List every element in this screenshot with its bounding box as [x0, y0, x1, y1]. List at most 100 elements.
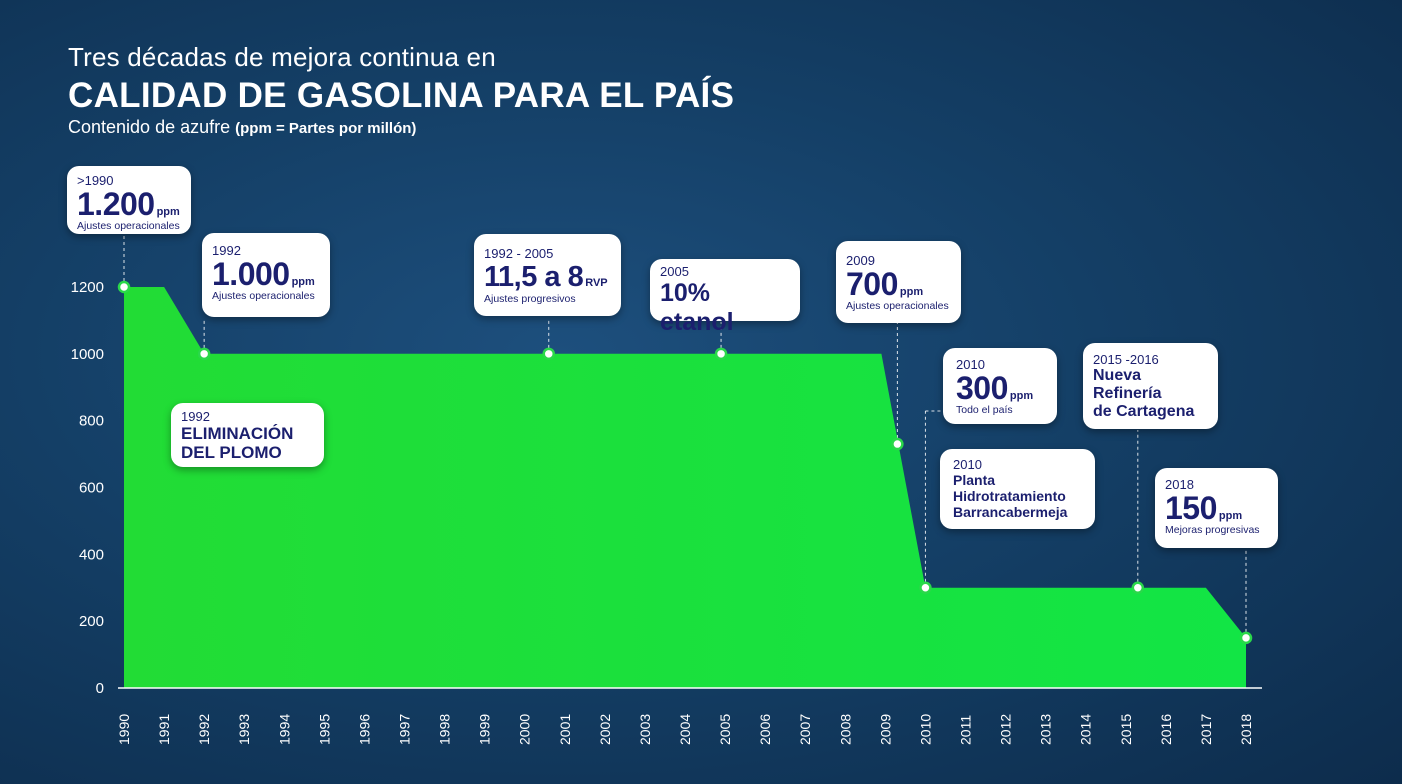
data-markers — [117, 280, 1253, 645]
annotation-note: Ajustes operacionales — [846, 300, 949, 312]
annotation-year: 2010 — [956, 357, 985, 372]
annotation-value: 150 — [1165, 490, 1217, 526]
annotation-line-2: Hidrotratamiento — [953, 488, 1066, 504]
annotation-year: 1992 - 2005 — [484, 246, 554, 261]
x-axis-ticks: 1990 1991 1992 1993 1994 1995 1996 1997 1998 1999… — [116, 714, 1254, 745]
x-tick-label: 1995 — [316, 714, 332, 745]
y-tick-label: 1200 — [71, 279, 104, 296]
x-tick-label: 2011 — [958, 715, 974, 745]
x-tick-label: 2017 — [1198, 714, 1214, 745]
annotation-year: 1992 — [181, 409, 210, 424]
x-tick-label: 1990 — [116, 714, 132, 745]
annotation-unit: ppm — [1009, 390, 1034, 402]
data-marker — [542, 347, 556, 361]
annotation-value: 1.000 — [212, 256, 290, 292]
annotation-etanol: 2005 10% etanol — [650, 259, 800, 336]
x-tick-label: 2001 — [557, 714, 573, 745]
x-tick-label: 2010 — [917, 714, 933, 745]
annotation-planta: 2010 Planta Hidrotratamiento Barrancaber… — [940, 449, 1095, 529]
annotation-unit: ppm — [899, 286, 924, 298]
annotation-note: Ajustes progresivos — [484, 293, 576, 305]
x-tick-label: 2004 — [677, 714, 693, 745]
chart-subtitle: Contenido de azufre (ppm = Partes por mi… — [68, 117, 416, 138]
y-tick-label: 400 — [79, 546, 104, 563]
annotation-year: 2015 -2016 — [1093, 352, 1159, 367]
y-tick-label: 1000 — [71, 346, 104, 363]
annotation-line-3: Barrancabermeja — [953, 504, 1068, 520]
y-tick-label: 600 — [79, 480, 104, 497]
annotation-unit: ppm — [291, 276, 315, 288]
annotation-year: 2018 — [1165, 477, 1194, 492]
y-tick-label: 200 — [79, 613, 104, 630]
data-marker — [1131, 581, 1145, 594]
x-tick-label: 2012 — [998, 714, 1014, 745]
annotation-value: 10% etanol — [660, 279, 734, 336]
annotation-note: Mejoras progresivas — [1165, 524, 1260, 536]
x-tick-label: 1992 — [196, 714, 212, 745]
annotation-value: 11,5 a 8 — [484, 261, 584, 293]
annotation-unit: ppm — [1218, 510, 1243, 522]
annotation-year: 1992 — [212, 243, 241, 258]
x-tick-label: 1996 — [356, 714, 372, 745]
x-tick-label: 1997 — [397, 714, 413, 745]
sulfur-area — [124, 287, 1246, 688]
x-tick-label: 1991 — [156, 714, 172, 745]
x-tick-label: 2002 — [597, 714, 613, 745]
annotation-line-3: de Cartagena — [1093, 403, 1195, 420]
annotation-year: 2005 — [660, 264, 689, 279]
x-tick-label: 2009 — [877, 714, 893, 745]
x-tick-label: 2016 — [1158, 714, 1174, 745]
annotation-unit: ppm — [156, 206, 180, 218]
x-tick-label: 2018 — [1238, 714, 1254, 745]
annotation-value: 1.200 — [77, 186, 155, 222]
x-tick-label: 1999 — [477, 714, 493, 745]
data-marker — [919, 581, 932, 594]
data-marker — [891, 437, 904, 451]
annotation-2010-ppm: 2010 300 ppm Todo el país — [943, 348, 1057, 424]
annotation-1990: >1990 1.200 ppm Ajustes operacionales — [67, 166, 191, 234]
annotation-year: 2010 — [953, 457, 982, 472]
annotation-year: 2009 — [846, 253, 875, 268]
x-tick-label: 2015 — [1118, 714, 1134, 745]
annotation-plomo: 1992 ELIMINACIÓN DEL PLOMO — [171, 403, 324, 467]
annotation-value: 300 — [956, 370, 1008, 406]
x-tick-label: 2005 — [717, 714, 733, 745]
annotation-line-1: Planta — [953, 472, 996, 488]
x-tick-label: 2013 — [1038, 714, 1054, 745]
data-marker — [1239, 631, 1253, 645]
x-tick-label: 1994 — [276, 714, 292, 745]
leader-lines — [123, 235, 1247, 638]
x-tick-label: 2006 — [757, 714, 773, 745]
x-tick-label: 2007 — [797, 714, 813, 745]
x-tick-label: 2000 — [517, 714, 533, 745]
annotation-2018: 2018 150 ppm Mejoras progresivas — [1155, 468, 1278, 548]
subtitle-text: Contenido de azufre — [68, 117, 236, 137]
x-tick-label: 2014 — [1078, 714, 1094, 745]
data-marker — [117, 280, 131, 294]
annotation-note: Ajustes operacionales — [77, 220, 180, 232]
annotation-note: Todo el país — [956, 404, 1013, 416]
y-axis-ticks: 0 200 400 600 800 1000 1200 — [71, 279, 104, 697]
annotation-2009: 2009 700 ppm Ajustes operacionales — [836, 241, 961, 323]
annotation-rvp: 1992 - 2005 11,5 a 8 RVP Ajustes progresi… — [474, 234, 621, 316]
annotation-value: 700 — [846, 266, 898, 302]
subtitle-unit-note: (ppm = Partes por millón) — [235, 120, 417, 137]
annotation-note: Ajustes operacionales — [212, 290, 315, 302]
title-line-1: Tres décadas de mejora continua en — [68, 42, 496, 72]
annotation-1992-ppm: 1992 1.000 ppm Ajustes operacionales — [202, 233, 330, 317]
data-marker — [714, 347, 728, 361]
annotation-line-2: Refinería — [1093, 385, 1162, 402]
annotation-year: >1990 — [77, 173, 114, 188]
x-tick-label: 2008 — [837, 714, 853, 745]
y-tick-label: 0 — [96, 680, 104, 697]
y-tick-label: 800 — [79, 413, 104, 430]
data-marker — [197, 347, 211, 361]
page-title: CALIDAD DE GASOLINA PARA EL PAÍS — [68, 76, 735, 115]
annotation-line-1: Nueva — [1093, 367, 1142, 384]
annotation-unit: RVP — [585, 277, 608, 289]
annotation-line-1: ELIMINACIÓN — [181, 424, 294, 443]
x-tick-label: 2003 — [637, 714, 653, 745]
x-tick-label: 1993 — [236, 714, 252, 745]
annotation-line-2: DEL PLOMO — [181, 443, 282, 462]
